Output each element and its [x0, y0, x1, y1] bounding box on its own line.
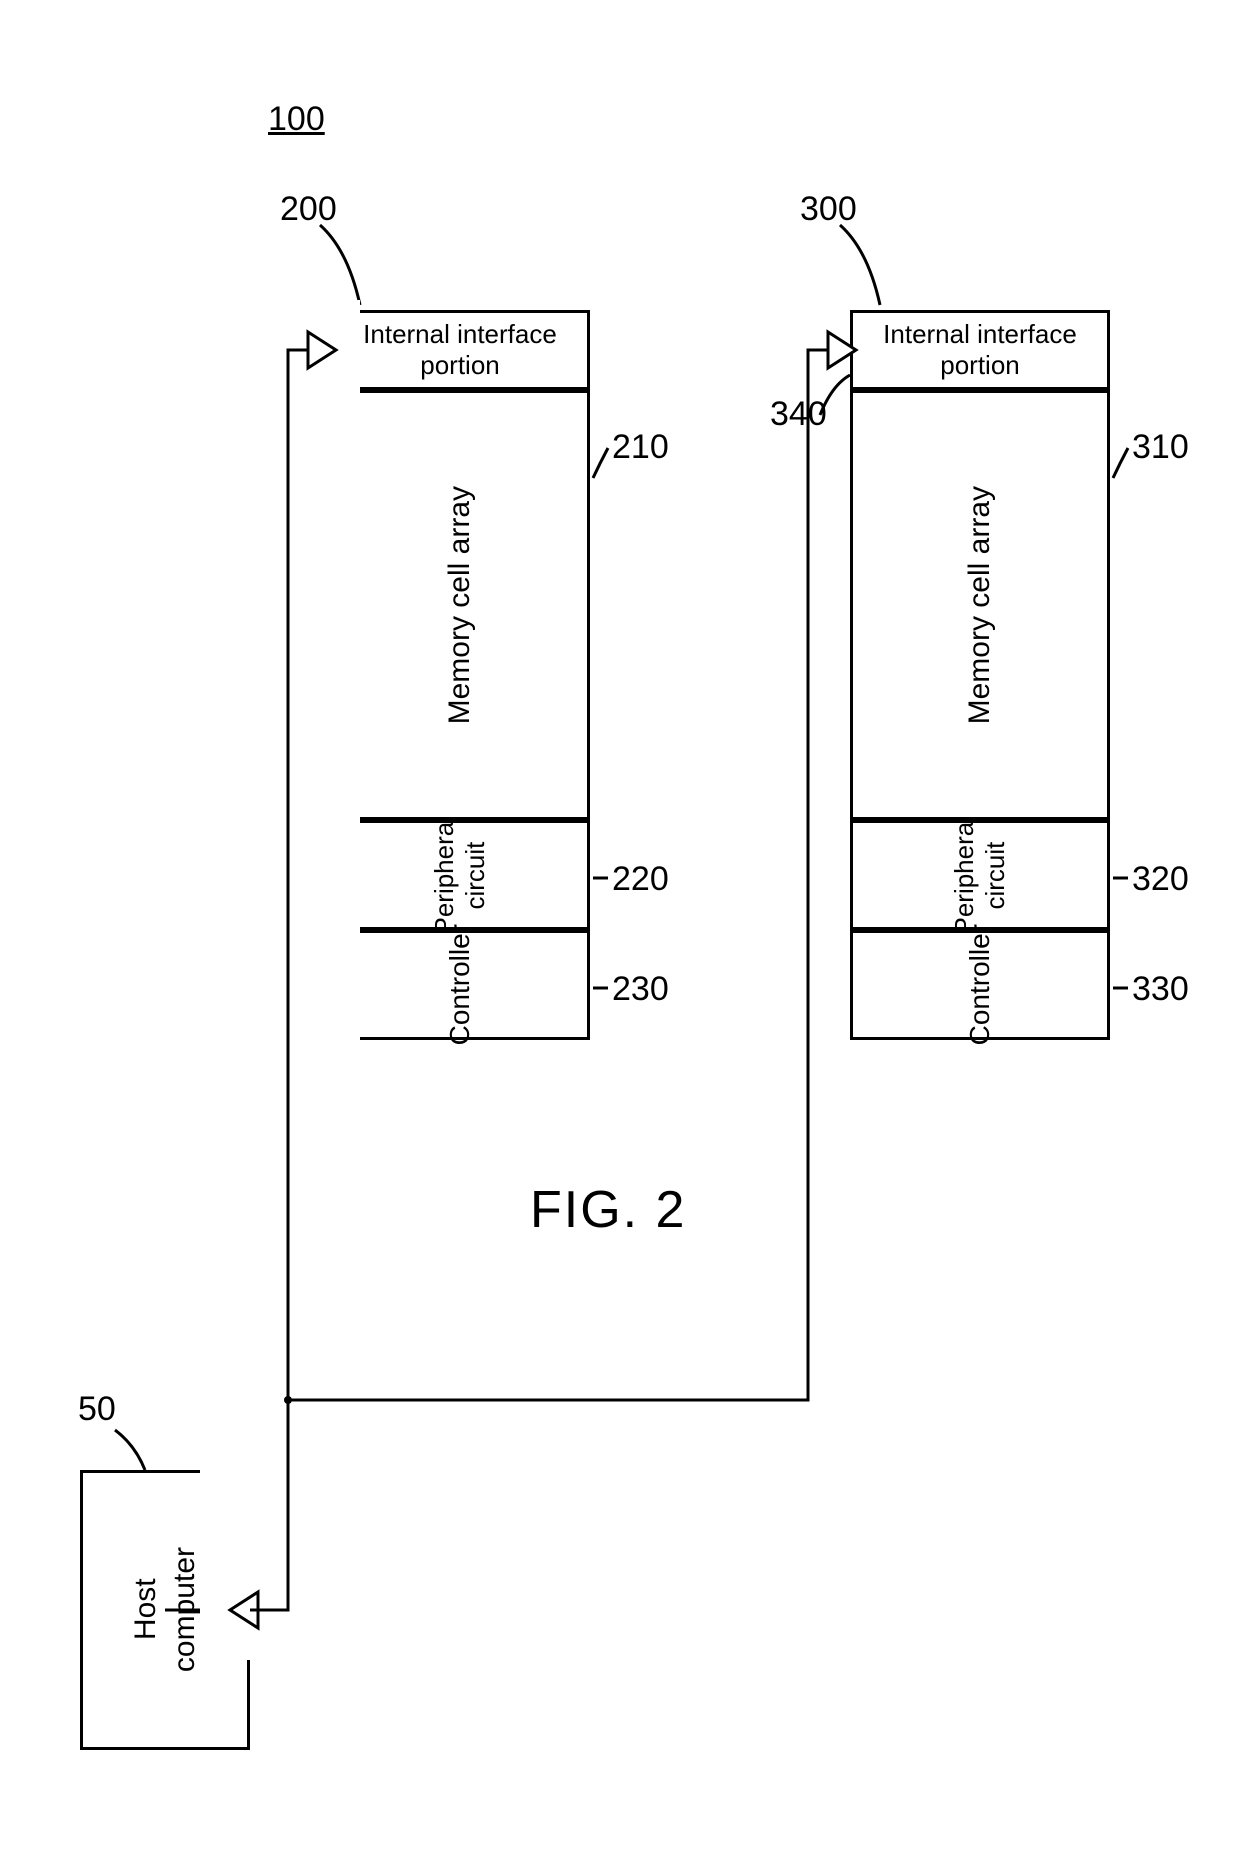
chip2-periph: Peripheral circuit — [850, 820, 1110, 930]
chip2-iface-ref: 340 — [770, 395, 827, 434]
chip1-ctrl-ref: 230 — [612, 970, 669, 1009]
figure-caption: FIG. 2 — [530, 1180, 686, 1240]
chip2-ref: 300 — [800, 190, 857, 229]
chip2-ctrl-label: Controller — [964, 924, 996, 1045]
chip1-periph-ref: 220 — [612, 860, 669, 899]
chip1-iface-ref: 240 — [250, 395, 307, 434]
chip2-array: Memory cell array — [850, 390, 1110, 820]
chip2-array-ref: 310 — [1132, 428, 1189, 467]
chip1-array-label: Memory cell array — [443, 486, 477, 724]
chip1-ctrl-label: Controller — [444, 924, 476, 1045]
host-label: Host computer — [126, 1547, 204, 1672]
chip1-array-ref: 210 — [612, 428, 669, 467]
chip1-periph: Peripheral circuit — [330, 820, 590, 930]
chip1-interface-label: Internal interface portion — [333, 319, 587, 381]
chip1-interface: Internal interface portion — [330, 310, 590, 390]
system-ref-label: 100 — [268, 100, 325, 139]
diagram-canvas: 100 Host computer 50 Internal interface … — [0, 0, 1240, 1860]
chip1-periph-label: Peripheral circuit — [429, 816, 491, 935]
chip2-array-label: Memory cell array — [963, 486, 997, 724]
chip2-ctrl-ref: 330 — [1132, 970, 1189, 1009]
host-box: Host computer — [80, 1470, 250, 1750]
chip2-periph-label: Peripheral circuit — [949, 816, 1011, 935]
chip2-ctrl: Controller — [850, 930, 1110, 1040]
host-ref: 50 — [78, 1390, 116, 1429]
chip1-array: Memory cell array — [330, 390, 590, 820]
chip1-ctrl: Controller — [330, 930, 590, 1040]
chip2-periph-ref: 320 — [1132, 860, 1189, 899]
chip2-interface-label: Internal interface portion — [853, 319, 1107, 381]
chip2-interface: Internal interface portion — [850, 310, 1110, 390]
chip1-ref: 200 — [280, 190, 337, 229]
